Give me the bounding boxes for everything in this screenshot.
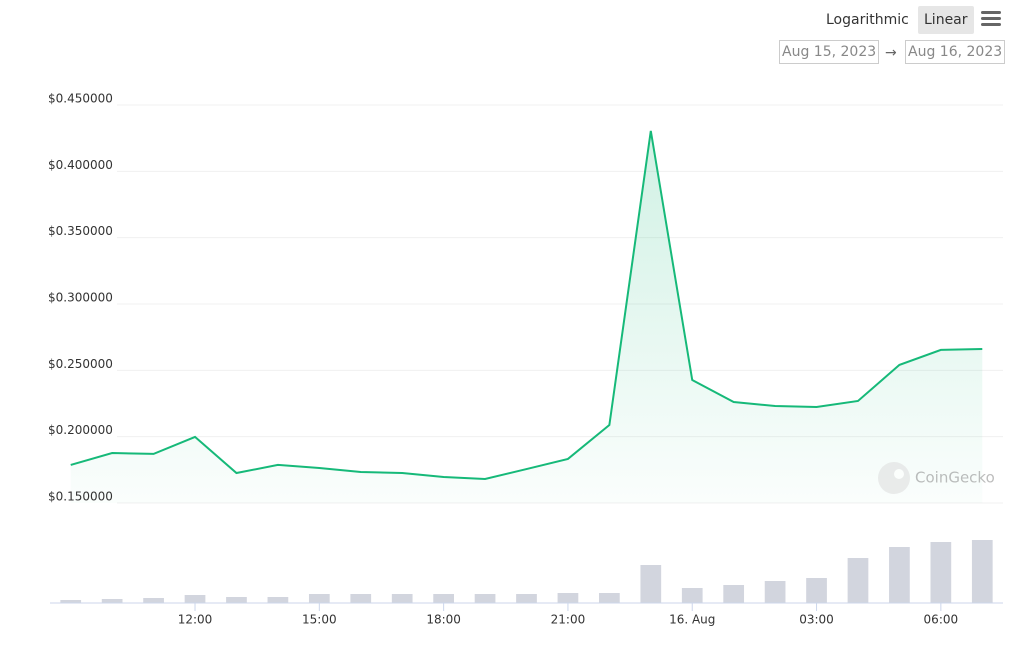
menu-icon[interactable] <box>980 10 1002 28</box>
watermark-icon-eye <box>894 469 904 479</box>
volume-bar <box>350 594 372 603</box>
date-separator: → <box>885 45 897 61</box>
volume-bar <box>889 547 910 603</box>
x-tick-label: 15:00 <box>302 613 337 627</box>
menu-bar <box>981 17 1001 20</box>
volume-bar <box>60 600 82 603</box>
x-tick-label: 16. Aug <box>669 613 715 627</box>
menu-bar <box>981 11 1001 14</box>
volume-bar <box>764 581 786 603</box>
volume-bar <box>930 542 952 603</box>
scale-option[interactable]: Linear <box>918 6 974 34</box>
volume-bar <box>723 585 745 603</box>
volume-bar <box>143 598 164 603</box>
y-tick-label: $0.250000 <box>48 357 113 371</box>
x-tick-label: 18:00 <box>426 613 461 627</box>
date-to[interactable]: Aug 16, 2023 <box>905 40 1006 64</box>
y-tick-label: $0.450000 <box>48 92 113 106</box>
volume-bar <box>557 593 579 603</box>
volume-bar <box>101 599 123 603</box>
volume-bar <box>847 558 869 603</box>
volume-bar <box>806 578 827 603</box>
price-area <box>70 130 983 503</box>
volume-bar <box>391 594 413 603</box>
x-tick-label: 03:00 <box>799 613 834 627</box>
volume-bar <box>184 595 206 603</box>
volume-bar <box>267 597 289 603</box>
watermark-icon <box>878 462 910 494</box>
y-tick-label: $0.400000 <box>48 158 113 172</box>
volume-bar <box>226 597 247 603</box>
volume-bar <box>516 594 537 603</box>
price-line <box>70 130 983 480</box>
date-from[interactable]: Aug 15, 2023 <box>779 40 880 64</box>
volume-bar <box>474 594 496 603</box>
y-tick-label: $0.150000 <box>48 490 113 504</box>
x-tick-label: 06:00 <box>924 613 959 627</box>
volume-bar <box>308 594 330 603</box>
volume-bar <box>640 565 662 603</box>
watermark: CoinGecko <box>878 462 995 494</box>
volume-bar <box>433 594 454 603</box>
y-tick-label: $0.200000 <box>48 423 113 437</box>
y-tick-label: $0.300000 <box>48 291 113 305</box>
volume-bar <box>599 593 620 603</box>
volume-bar <box>681 588 703 603</box>
y-tick-label: $0.350000 <box>48 224 113 238</box>
watermark-text: CoinGecko <box>915 469 995 487</box>
x-tick-label: 21:00 <box>551 613 586 627</box>
x-tick-label: 12:00 <box>178 613 213 627</box>
volume-bar <box>971 540 993 603</box>
scale-option[interactable]: Logarithmic <box>826 12 909 28</box>
menu-bar <box>981 23 1001 26</box>
